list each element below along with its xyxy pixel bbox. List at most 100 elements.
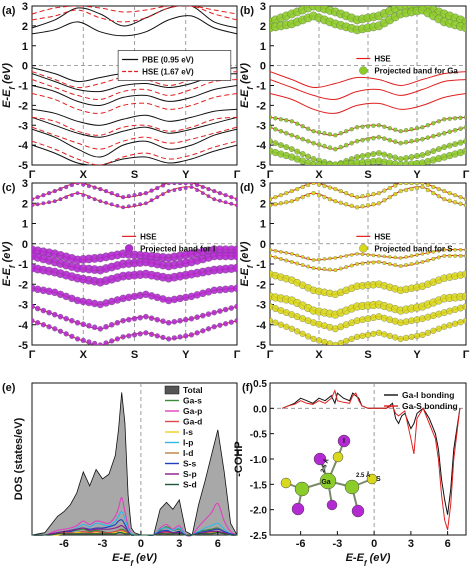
dos-line-S-d [32,532,238,536]
projection-dot [375,150,382,156]
projection-dot [52,326,58,332]
band-line [32,79,237,101]
projection-dot [404,263,409,267]
projection-dot [217,198,222,203]
projection-dot [452,320,459,327]
projection-dot [284,191,289,196]
projection-dot [306,256,310,261]
projection-dot [172,188,177,193]
projection-dot [311,183,316,186]
projection-dot [453,253,458,258]
projection-dot [143,330,149,336]
projection-dot [409,186,414,192]
x-tick-label: -3 [98,538,108,550]
projection-dot [121,205,126,210]
projection-dot [371,253,376,258]
band-line [32,6,237,15]
legend-entry: Ga-s [183,396,202,406]
projection-dot [52,199,57,204]
projection-dot [376,191,381,196]
projection-dot [46,324,52,330]
panel-label: (a) [2,5,16,17]
projection-dot [457,139,464,146]
projection-dot [211,324,217,330]
y-tick-label: 3 [260,178,266,190]
y-tick-label: 3 [260,1,266,13]
x-tick-label: 3 [176,538,182,550]
projection-dot [273,202,278,207]
projection-dot [338,255,343,259]
projection-dot [223,321,229,327]
projection-dot [200,312,206,319]
legend-entry: PBE (0.95 eV) [142,56,194,65]
projection-dot [272,140,279,147]
projection-dot [441,144,448,151]
projection-dot [178,187,183,192]
projection-dot [148,315,155,321]
inset-label-bond-2: 2.6 Å [319,457,331,473]
projection-dot [381,151,388,158]
projection-dot [32,318,35,324]
projection-dot [463,197,466,202]
projection-dot [458,248,463,252]
panel-d: -5 -4 -3 -2 -1 0 1 2 3 Γ X S Y Γ E-Ef (eV) (d) HSE Projec… [239,178,470,361]
projection-dot [270,317,274,324]
atom [344,479,360,495]
projection-dot [166,336,172,342]
projection-dot [195,188,200,193]
band-line [32,116,237,136]
legend-entry: I-p [183,438,193,448]
projection-dot [327,145,333,150]
projection-dot [431,184,436,190]
projection-dot [430,148,437,154]
legend-entry: HSE [140,232,157,241]
projection-dot [295,186,300,192]
projection-dot [320,161,328,165]
projection-dot [398,188,403,194]
y-tick-label: -3 [18,300,28,312]
projection-dot [328,256,332,261]
projection-dot [289,260,294,264]
band-line [270,71,466,89]
projection-dot [166,189,171,194]
projection-dot [316,130,322,135]
projection-dot [338,144,344,150]
projection-dot [436,186,441,192]
projection-dot [270,253,272,258]
projection-dot [35,320,41,326]
projection-dot [217,191,223,196]
projection-dot [349,203,354,208]
projection-dot [321,338,328,345]
projection-dot [415,253,419,257]
projection-dot [452,127,458,133]
projection-dot [289,188,294,194]
projection-dot [333,256,338,260]
y-tick-label: 0 [22,61,28,73]
panel-label: (e) [2,382,16,394]
inset-label-ga: Ga [321,479,330,486]
projection-dot [442,117,447,122]
y-axis-label: DOS (states/eV) [13,417,25,500]
projection-dot [182,316,189,323]
projection-dot [103,340,109,345]
projection-dot [52,188,57,194]
projection-dot [273,195,278,200]
projection-dot [382,136,387,141]
x-tick-label: 3 [408,538,414,550]
kpoint-label: S [364,169,371,181]
projection-dot [333,133,338,138]
projection-dot [277,142,284,149]
projection-dot [398,140,403,146]
projection-dot [32,303,35,310]
projection-dot [234,303,237,310]
y-tick-label: 0.5 [253,379,267,390]
projection-dot [311,258,316,262]
y-tick-label: 1 [260,219,266,231]
projection-dot [212,197,217,202]
projection-dot [64,184,69,190]
kpoint-label: Γ [234,349,241,361]
projection-dot [436,119,441,124]
y-axis-label-subscript: f [246,86,255,90]
legend-entry: S-d [183,480,197,490]
projection-dot [57,313,64,320]
